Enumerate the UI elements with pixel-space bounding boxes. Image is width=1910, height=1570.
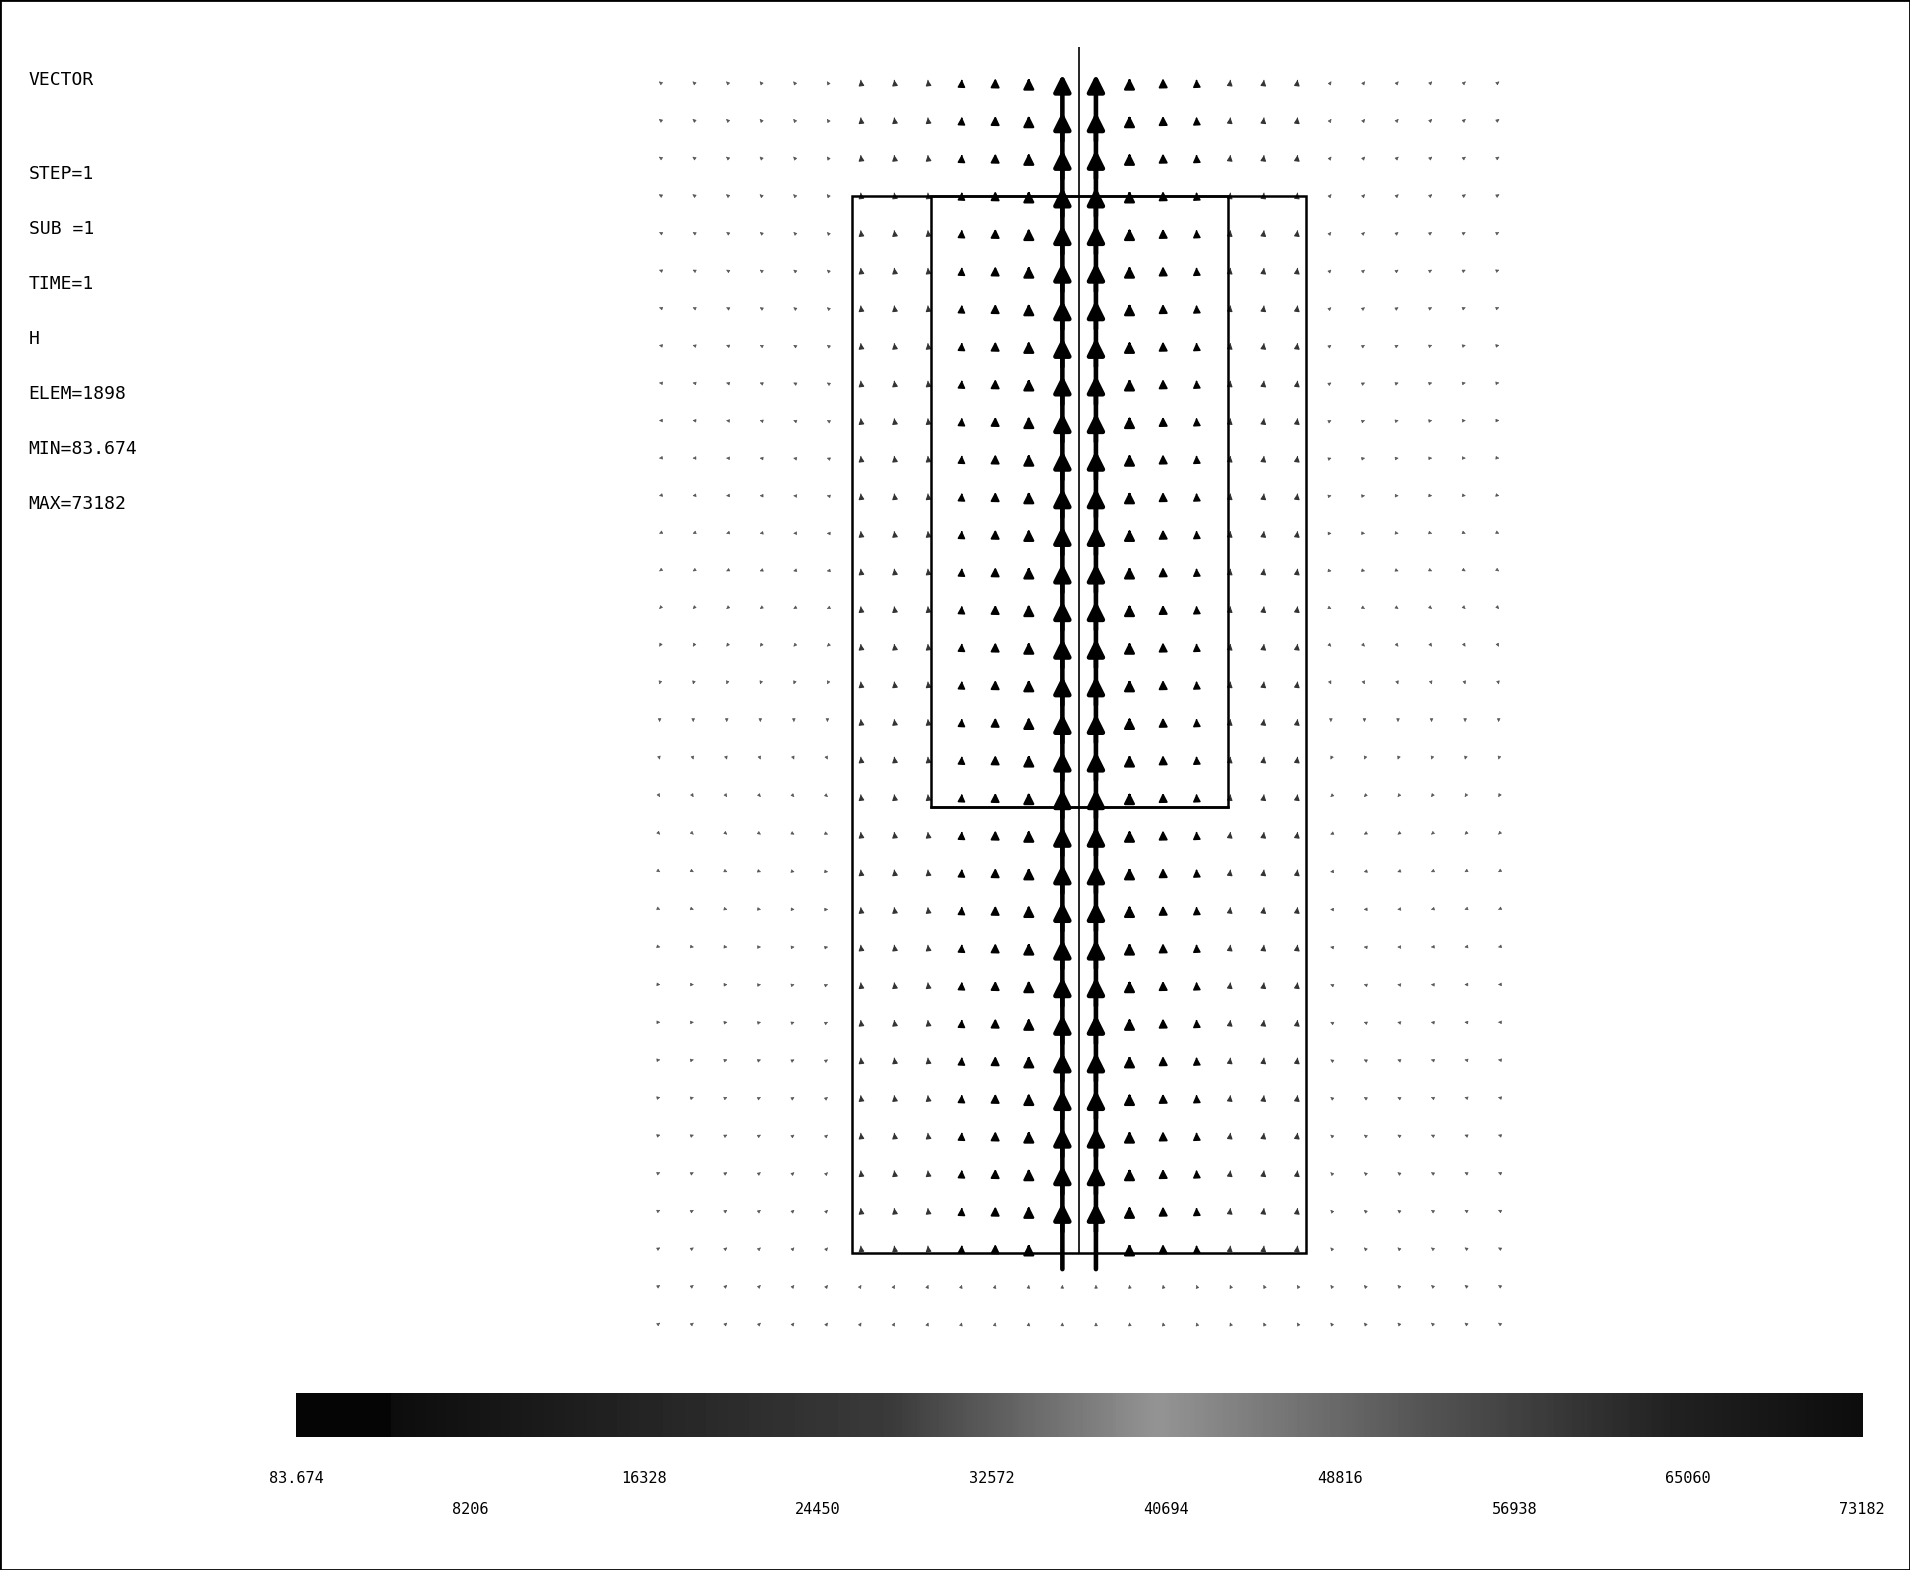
Text: ELEM=1898: ELEM=1898: [29, 385, 126, 402]
Text: 73182: 73182: [1839, 1502, 1885, 1518]
Text: 24450: 24450: [795, 1502, 840, 1518]
Text: VECTOR: VECTOR: [29, 71, 94, 88]
Text: 48816: 48816: [1318, 1471, 1364, 1487]
Text: MAX=73182: MAX=73182: [29, 495, 126, 512]
Text: STEP=1: STEP=1: [29, 165, 94, 182]
Text: 56938: 56938: [1492, 1502, 1538, 1518]
Text: 65060: 65060: [1666, 1471, 1711, 1487]
Bar: [852, 196, 1306, 1253]
Text: 40694: 40694: [1144, 1502, 1190, 1518]
Text: 16328: 16328: [621, 1471, 667, 1487]
Text: TIME=1: TIME=1: [29, 275, 94, 292]
Text: MIN=83.674: MIN=83.674: [29, 440, 138, 457]
Bar: [930, 196, 1228, 807]
Text: 32572: 32572: [970, 1471, 1014, 1487]
Text: 83.674: 83.674: [269, 1471, 323, 1487]
Text: H: H: [29, 330, 40, 347]
Text: SUB =1: SUB =1: [29, 220, 94, 237]
Text: 8206: 8206: [453, 1502, 489, 1518]
